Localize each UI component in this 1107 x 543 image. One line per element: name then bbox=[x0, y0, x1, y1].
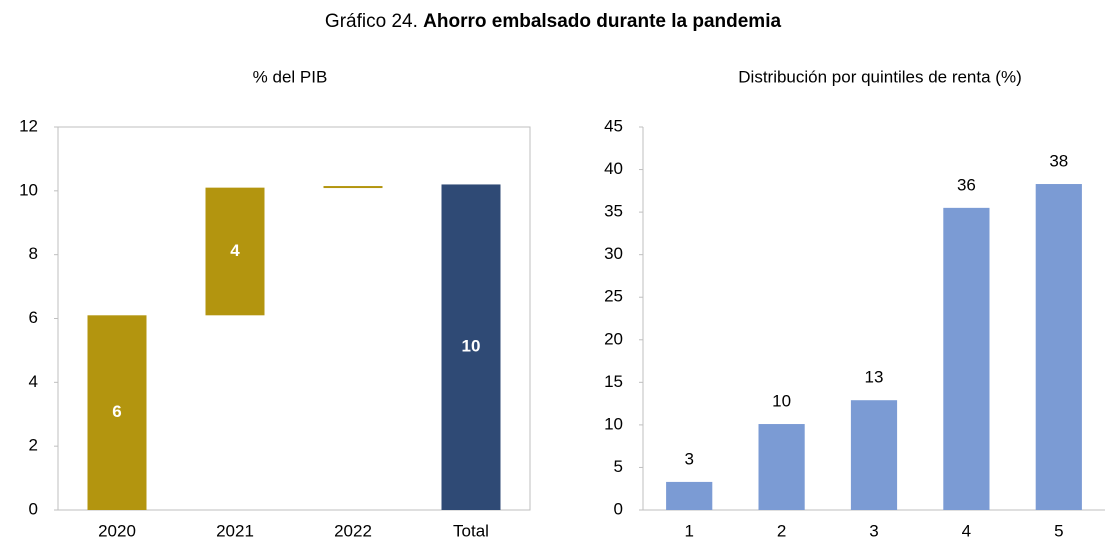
y-tick-label: 15 bbox=[604, 372, 623, 391]
chart-subtitle: Distribución por quintiles de renta (%) bbox=[738, 67, 1021, 86]
y-tick-label: 20 bbox=[604, 329, 623, 348]
y-tick-label: 8 bbox=[29, 244, 38, 263]
y-tick-label: 10 bbox=[604, 414, 623, 433]
x-tick-label: 4 bbox=[962, 521, 971, 540]
y-tick-label: 25 bbox=[604, 287, 623, 306]
x-tick-label: 1 bbox=[684, 521, 693, 540]
y-tick-label: 40 bbox=[604, 159, 623, 178]
x-tick-label: 5 bbox=[1054, 521, 1063, 540]
y-tick-label: 45 bbox=[604, 116, 623, 135]
bar bbox=[943, 207, 990, 510]
y-tick-label: 12 bbox=[19, 116, 38, 135]
chart-subtitle: % del PIB bbox=[253, 67, 328, 86]
data-label: 36 bbox=[957, 175, 976, 194]
bar bbox=[441, 184, 501, 510]
title-main: Ahorro embalsado durante la pandemia bbox=[423, 11, 781, 32]
bar bbox=[323, 186, 383, 189]
data-label: 4 bbox=[230, 241, 240, 260]
bar bbox=[1035, 184, 1082, 510]
bar bbox=[758, 424, 805, 510]
y-tick-label: 10 bbox=[19, 180, 38, 199]
y-tick-label: 5 bbox=[614, 457, 623, 476]
y-tick-label: 4 bbox=[29, 372, 38, 391]
y-tick-label: 2 bbox=[29, 436, 38, 455]
data-label: 38 bbox=[1049, 152, 1068, 171]
x-tick-label: 2020 bbox=[98, 521, 136, 540]
title-prefix: Gráfico 24. bbox=[325, 11, 418, 32]
x-tick-label: 2022 bbox=[334, 521, 372, 540]
x-tick-label: 2021 bbox=[216, 521, 254, 540]
y-tick-label: 30 bbox=[604, 244, 623, 263]
bar bbox=[666, 481, 713, 510]
data-label: 3 bbox=[684, 449, 693, 468]
plot-frame bbox=[57, 126, 531, 511]
data-label: 10 bbox=[462, 337, 481, 356]
bar bbox=[850, 400, 898, 510]
data-label: 13 bbox=[865, 368, 884, 387]
y-tick-label: 0 bbox=[29, 499, 38, 518]
chart-title: Gráfico 24. Ahorro embalsado durante la … bbox=[325, 11, 782, 32]
x-tick-label: Total bbox=[453, 521, 489, 540]
data-label: 6 bbox=[112, 402, 121, 421]
y-tick-label: 6 bbox=[29, 308, 38, 327]
x-tick-label: 3 bbox=[869, 521, 878, 540]
x-tick-label: 2 bbox=[777, 521, 786, 540]
y-tick-label: 0 bbox=[614, 499, 623, 518]
bar bbox=[87, 315, 147, 510]
data-label: 10 bbox=[772, 392, 791, 411]
y-tick-label: 35 bbox=[604, 202, 623, 221]
bar bbox=[205, 187, 265, 316]
